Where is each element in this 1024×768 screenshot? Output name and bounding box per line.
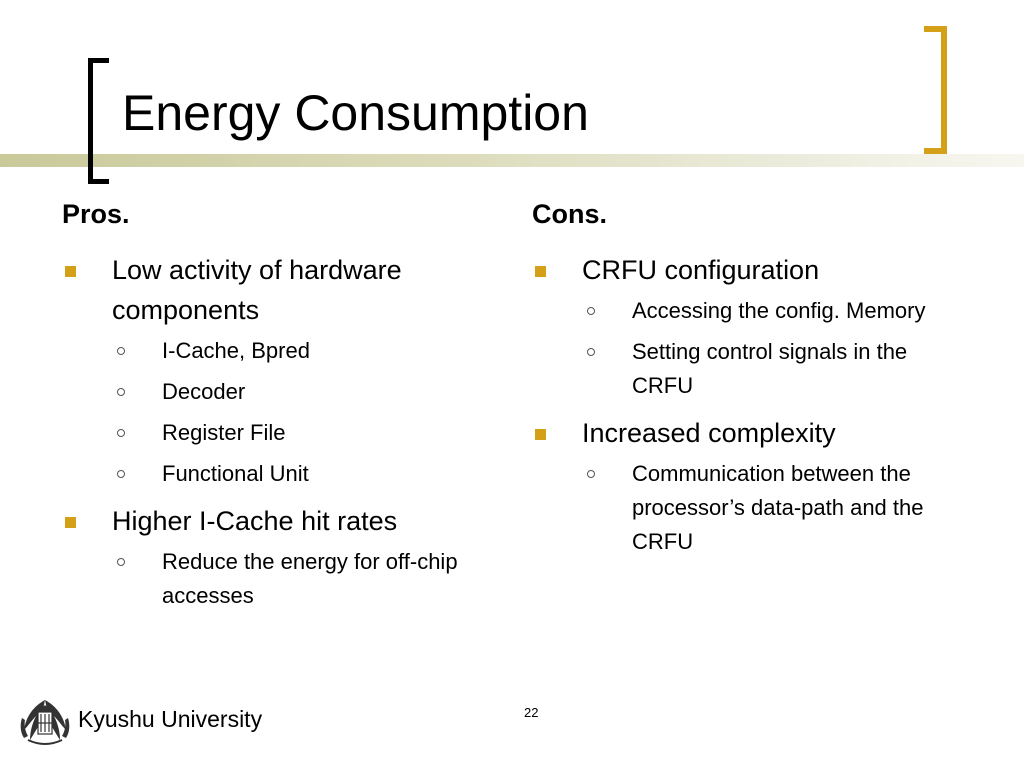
sub-list-item-text: Reduce the energy for off-chip accesses	[162, 549, 458, 609]
right-bracket-decoration	[924, 26, 947, 154]
circle-bullet-icon	[117, 558, 125, 567]
sub-list: Communication between the processor’s da…	[582, 457, 962, 559]
circle-bullet-icon	[587, 470, 595, 479]
square-bullet-icon	[65, 517, 76, 529]
list-item: CRFU configuration Accessing the config.…	[532, 250, 962, 403]
sub-list: I-Cache, Bpred Decoder Register File Fun…	[112, 334, 502, 491]
cons-heading: Cons.	[532, 199, 608, 229]
list-item-text: Increased complexity	[582, 418, 836, 449]
square-bullet-icon	[535, 266, 546, 278]
sub-list-item-text: Setting control signals in the CRFU	[632, 339, 908, 399]
sub-list-item: Register File	[112, 416, 502, 450]
sub-list-item: Functional Unit	[112, 457, 502, 491]
title-band	[0, 154, 1024, 167]
sub-list-item-text: Register File	[162, 420, 286, 446]
sub-list-item-text: Decoder	[162, 379, 246, 405]
circle-bullet-icon	[587, 307, 595, 316]
sub-list-item: Communication between the processor’s da…	[582, 457, 962, 559]
left-bracket-decoration	[88, 58, 109, 184]
cons-column: Cons. CRFU configuration Accessing the c…	[532, 198, 962, 569]
sub-list-item-text: I-Cache, Bpred	[162, 338, 310, 364]
slide-title: Energy Consumption	[122, 85, 589, 141]
kyushu-university-logo-icon	[20, 700, 70, 745]
university-name: Kyushu University	[78, 706, 263, 732]
circle-bullet-icon	[117, 470, 125, 479]
sub-list-item: Setting control signals in the CRFU	[582, 335, 962, 403]
circle-bullet-icon	[587, 348, 595, 357]
circle-bullet-icon	[117, 347, 125, 356]
sub-list-item-text: Communication between the processor’s da…	[632, 461, 924, 555]
sub-list: Reduce the energy for off-chip accesses	[112, 545, 502, 613]
pros-column: Pros. Low activity of hardware component…	[62, 198, 502, 623]
list-item: Low activity of hardware components I-Ca…	[62, 250, 502, 491]
circle-bullet-icon	[117, 429, 125, 438]
sub-list-item: Accessing the config. Memory	[582, 294, 962, 328]
cons-list: CRFU configuration Accessing the config.…	[532, 250, 962, 559]
sub-list: Accessing the config. Memory Setting con…	[582, 294, 962, 403]
list-item: Higher I-Cache hit rates Reduce the ener…	[62, 501, 502, 613]
sub-list-item: I-Cache, Bpred	[112, 334, 502, 368]
sub-list-item: Decoder	[112, 375, 502, 409]
square-bullet-icon	[535, 429, 546, 441]
list-item-text: CRFU configuration	[582, 255, 820, 286]
sub-list-item-text: Accessing the config. Memory	[632, 298, 926, 324]
page-number: 22	[524, 705, 539, 720]
list-item: Increased complexity Communication betwe…	[532, 413, 962, 559]
list-item-text: Higher I-Cache hit rates	[112, 506, 398, 537]
pros-list: Low activity of hardware components I-Ca…	[62, 250, 502, 613]
pros-heading: Pros.	[62, 199, 130, 229]
circle-bullet-icon	[117, 388, 125, 397]
square-bullet-icon	[65, 266, 76, 278]
list-item-text: Low activity of hardware components	[112, 255, 402, 326]
sub-list-item-text: Functional Unit	[162, 461, 309, 487]
sub-list-item: Reduce the energy for off-chip accesses	[112, 545, 502, 613]
